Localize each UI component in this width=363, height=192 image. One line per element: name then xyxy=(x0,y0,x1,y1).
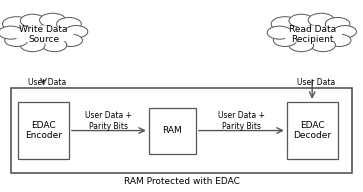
Circle shape xyxy=(65,26,88,38)
Circle shape xyxy=(289,14,314,27)
Text: User Data: User Data xyxy=(297,78,335,87)
FancyBboxPatch shape xyxy=(11,88,352,173)
Circle shape xyxy=(0,26,23,39)
Text: Read Data
Recipient: Read Data Recipient xyxy=(289,25,336,44)
Text: EDAC
Decoder: EDAC Decoder xyxy=(293,121,331,140)
Circle shape xyxy=(325,17,350,31)
FancyBboxPatch shape xyxy=(18,102,69,159)
Circle shape xyxy=(328,34,351,46)
Text: EDAC
Encoder: EDAC Encoder xyxy=(25,121,62,140)
Text: RAM Protected with EDAC: RAM Protected with EDAC xyxy=(123,177,240,186)
Circle shape xyxy=(267,26,292,39)
Ellipse shape xyxy=(7,22,80,47)
Text: Write Data
Source: Write Data Source xyxy=(19,25,68,44)
Circle shape xyxy=(59,34,82,46)
Circle shape xyxy=(20,39,45,52)
Circle shape xyxy=(308,13,334,27)
Circle shape xyxy=(57,17,81,31)
FancyBboxPatch shape xyxy=(149,108,196,154)
Circle shape xyxy=(3,17,30,31)
Text: RAM: RAM xyxy=(163,126,182,135)
Ellipse shape xyxy=(276,22,348,47)
Ellipse shape xyxy=(13,26,73,44)
Circle shape xyxy=(42,39,67,52)
Text: User Data: User Data xyxy=(28,78,66,87)
Text: User Data +
Parity Bits: User Data + Parity Bits xyxy=(218,111,265,131)
FancyBboxPatch shape xyxy=(287,102,338,159)
Circle shape xyxy=(20,14,45,27)
Ellipse shape xyxy=(282,26,342,44)
Circle shape xyxy=(333,26,356,38)
Circle shape xyxy=(311,39,335,52)
Circle shape xyxy=(273,34,297,46)
Circle shape xyxy=(5,34,28,46)
Circle shape xyxy=(271,17,299,31)
Circle shape xyxy=(40,13,66,27)
Text: User Data +
Parity Bits: User Data + Parity Bits xyxy=(85,111,132,131)
Circle shape xyxy=(289,39,314,52)
